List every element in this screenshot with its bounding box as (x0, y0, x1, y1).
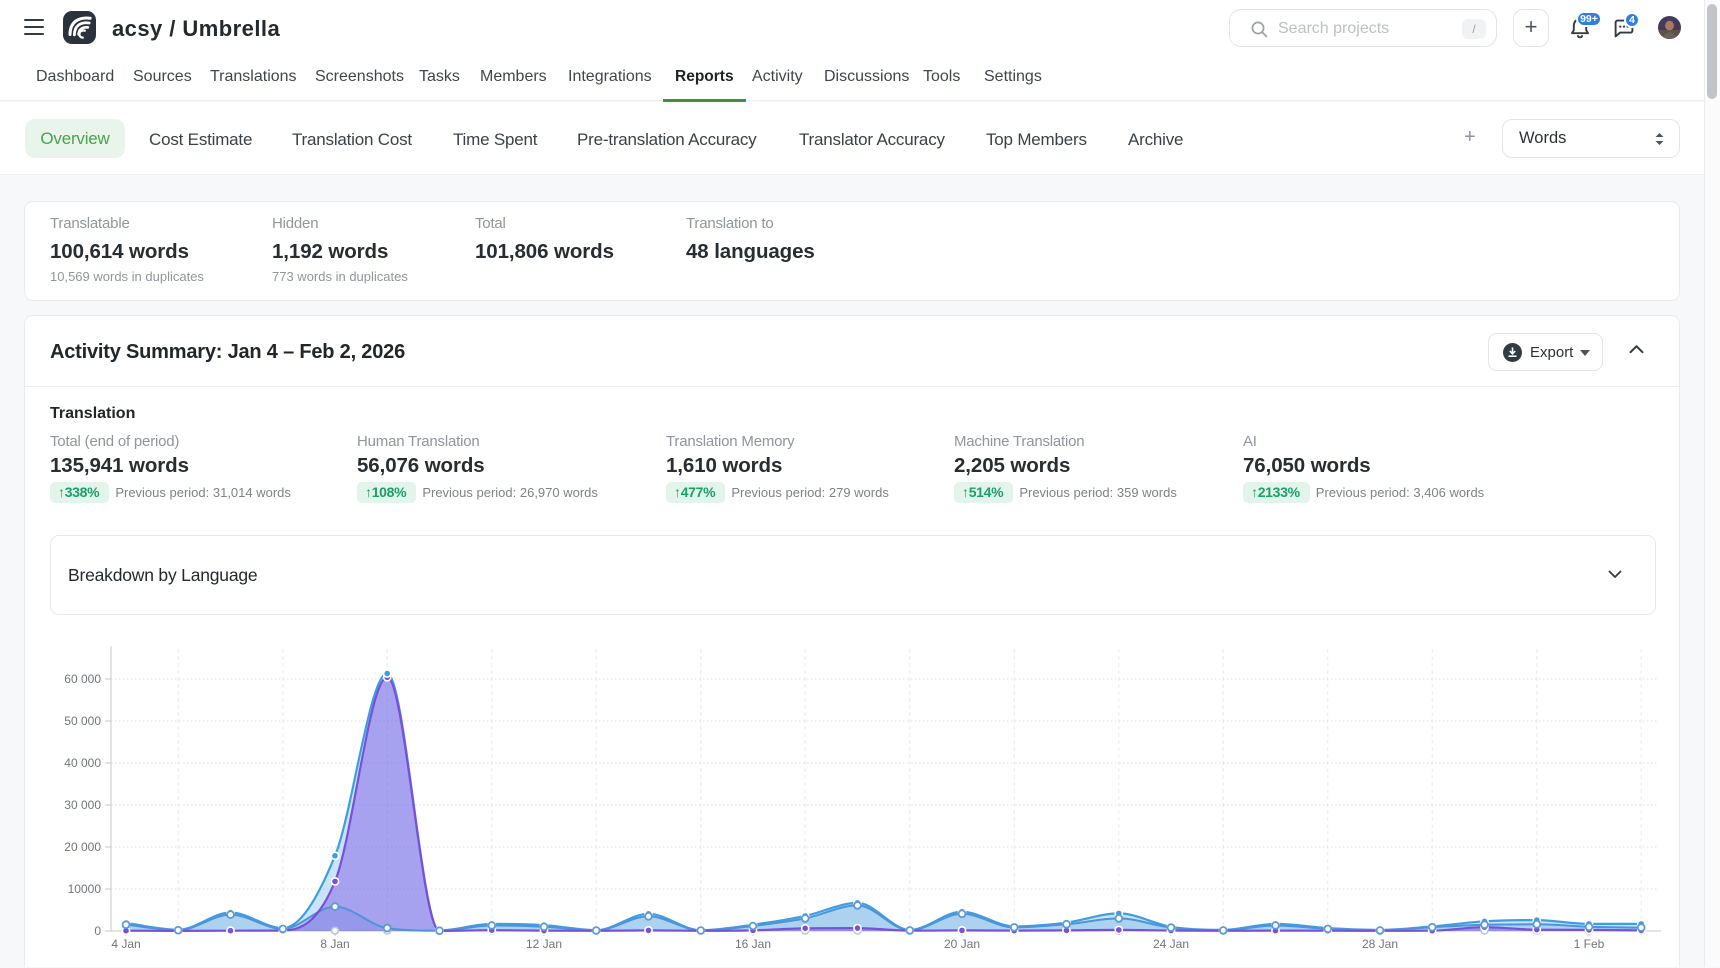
svg-text:20 Jan: 20 Jan (944, 937, 980, 951)
svg-text:30 000: 30 000 (64, 798, 101, 812)
svg-text:40 000: 40 000 (64, 756, 101, 770)
svg-text:1 Feb: 1 Feb (1574, 937, 1605, 951)
svg-text:10000: 10000 (68, 882, 102, 896)
svg-text:50 000: 50 000 (64, 714, 101, 728)
svg-text:24 Jan: 24 Jan (1153, 937, 1189, 951)
svg-text:20 000: 20 000 (64, 840, 101, 854)
svg-text:60 000: 60 000 (64, 672, 101, 686)
svg-text:0: 0 (94, 924, 101, 938)
svg-text:4 Jan: 4 Jan (111, 937, 140, 951)
svg-text:28 Jan: 28 Jan (1362, 937, 1398, 951)
svg-text:16 Jan: 16 Jan (735, 937, 771, 951)
svg-text:8 Jan: 8 Jan (320, 937, 349, 951)
svg-text:12 Jan: 12 Jan (526, 937, 562, 951)
